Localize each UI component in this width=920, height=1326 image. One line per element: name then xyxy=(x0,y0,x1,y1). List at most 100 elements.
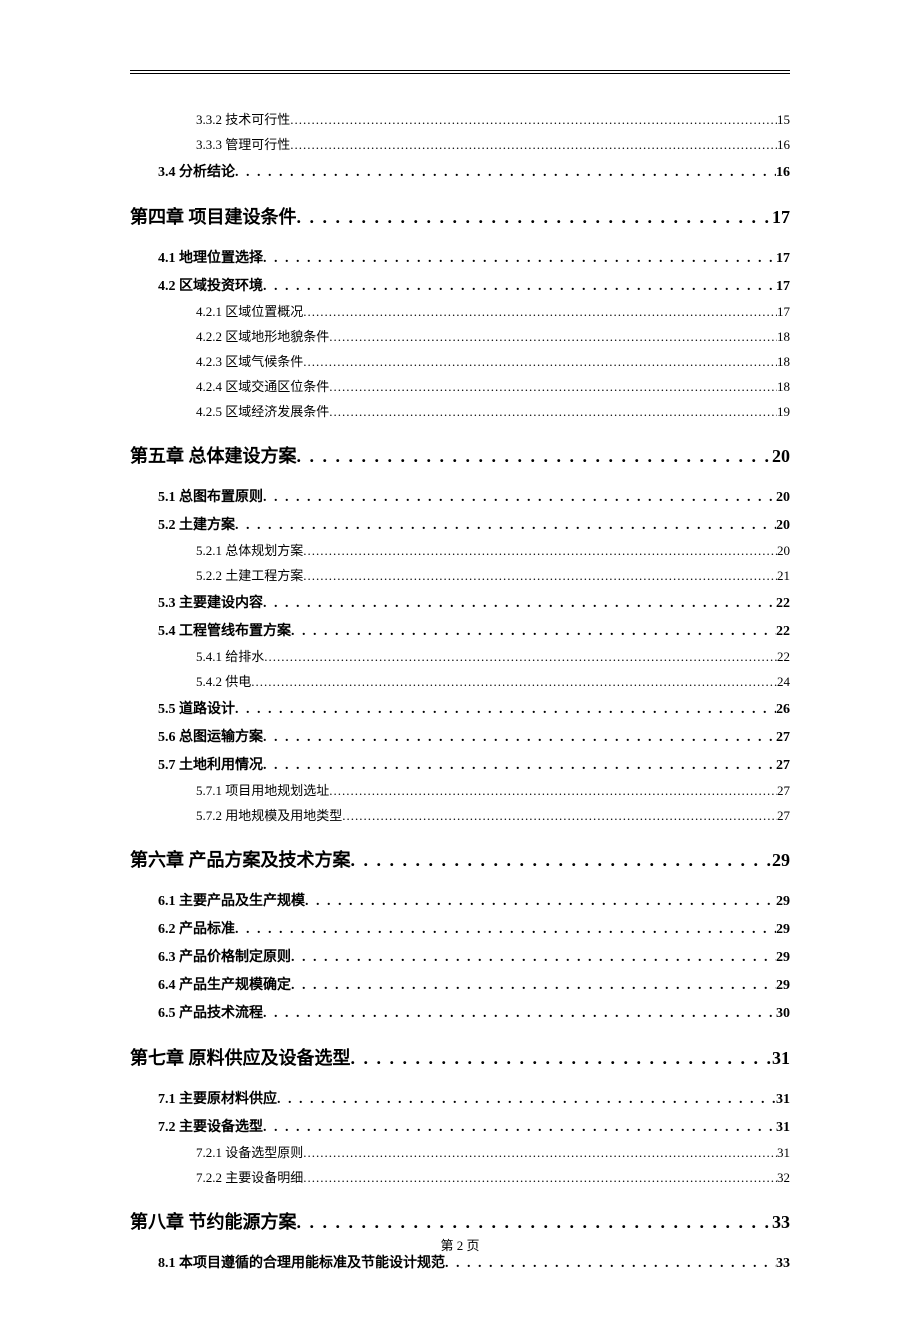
toc-entry-label: 4.1 地理位置选择 xyxy=(158,247,263,267)
toc-entry-label: 4.2.2 区域地形地貌条件 xyxy=(196,326,329,345)
toc-leader-dots: . . . . . . . . . . . . . . . . . . . . … xyxy=(351,850,773,871)
toc-entry-label: 3.4 分析结论 xyxy=(158,161,235,181)
toc-entry-label: 7.1 主要原材料供应 xyxy=(158,1088,277,1108)
toc-entry-label: 第五章 总体建设方案 xyxy=(130,442,297,468)
toc-entry: 4.2.2 区域地形地貌条件..........................… xyxy=(130,326,790,345)
toc-entry: 7.2.2 主要设备明细............................… xyxy=(130,1167,790,1186)
toc-entry-label: 5.7.1 项目用地规划选址 xyxy=(196,780,329,799)
toc-leader-dots: . . . . . . . . . . . . . . . . . . . . … xyxy=(263,1006,776,1022)
toc-entry-page: 29 xyxy=(776,978,790,994)
toc-entry-page: 17 xyxy=(776,279,790,295)
toc-entry-label: 4.2.5 区域经济发展条件 xyxy=(196,401,329,420)
toc-entry-page: 31 xyxy=(776,1120,790,1136)
toc-leader-dots: ........................................… xyxy=(303,543,777,559)
toc-entry-page: 16 xyxy=(776,165,790,181)
toc-entry-label: 5.2 土建方案 xyxy=(158,514,235,534)
toc-entry-page: 29 xyxy=(776,894,790,910)
toc-entry-page: 24 xyxy=(777,674,790,690)
toc-entry-page: 17 xyxy=(777,304,790,320)
toc-entry: 5.7 土地利用情况. . . . . . . . . . . . . . . … xyxy=(130,754,790,774)
toc-entry-label: 5.1 总图布置原则 xyxy=(158,486,263,506)
toc-entry: 5.5 道路设计. . . . . . . . . . . . . . . . … xyxy=(130,698,790,718)
toc-leader-dots: . . . . . . . . . . . . . . . . . . . . … xyxy=(297,446,773,467)
toc-entry: 4.2 区域投资环境. . . . . . . . . . . . . . . … xyxy=(130,275,790,295)
toc-entry-page: 20 xyxy=(777,543,790,559)
toc-entry-page: 18 xyxy=(777,329,790,345)
toc-entry-page: 27 xyxy=(777,808,790,824)
toc-entry-page: 22 xyxy=(776,596,790,612)
toc-leader-dots: . . . . . . . . . . . . . . . . . . . . … xyxy=(235,922,776,938)
toc-entry-page: 31 xyxy=(776,1092,790,1108)
toc-entry: 5.6 总图运输方案. . . . . . . . . . . . . . . … xyxy=(130,726,790,746)
toc-entry-label: 6.1 主要产品及生产规模 xyxy=(158,890,305,910)
toc-entry-label: 5.6 总图运输方案 xyxy=(158,726,263,746)
toc-entry-page: 26 xyxy=(776,702,790,718)
toc-leader-dots: ........................................… xyxy=(303,354,777,370)
toc-entry-page: 19 xyxy=(777,404,790,420)
toc-leader-dots: ........................................… xyxy=(290,137,777,153)
toc-entry-label: 6.4 产品生产规模确定 xyxy=(158,974,291,994)
toc-entry: 3.3.3 管理可行性.............................… xyxy=(130,134,790,153)
toc-entry: 5.2 土建方案. . . . . . . . . . . . . . . . … xyxy=(130,514,790,534)
toc-entry-label: 5.4 工程管线布置方案 xyxy=(158,620,291,640)
toc-entry: 第八章 节约能源方案. . . . . . . . . . . . . . . … xyxy=(130,1208,790,1234)
toc-entry-page: 33 xyxy=(772,1212,790,1233)
toc-leader-dots: . . . . . . . . . . . . . . . . . . . . … xyxy=(297,1212,773,1233)
toc-entry: 4.2.4 区域交通区位条件..........................… xyxy=(130,376,790,395)
toc-leader-dots: . . . . . . . . . . . . . . . . . . . . … xyxy=(263,1120,776,1136)
toc-leader-dots: . . . . . . . . . . . . . . . . . . . . … xyxy=(297,207,773,228)
toc-leader-dots: . . . . . . . . . . . . . . . . . . . . … xyxy=(235,518,776,534)
toc-entry-page: 16 xyxy=(777,137,790,153)
toc-entry-label: 6.3 产品价格制定原则 xyxy=(158,946,291,966)
toc-entry-page: 33 xyxy=(776,1256,790,1272)
toc-leader-dots: ........................................… xyxy=(303,1170,777,1186)
toc-entry: 8.1 本项目遵循的合理用能标准及节能设计规范. . . . . . . . .… xyxy=(130,1252,790,1272)
toc-entry-page: 29 xyxy=(776,922,790,938)
toc-entry-label: 3.3.3 管理可行性 xyxy=(196,134,290,153)
toc-entry-label: 第四章 项目建设条件 xyxy=(130,203,297,229)
toc-entry-page: 22 xyxy=(777,649,790,665)
toc-entry: 6.3 产品价格制定原则. . . . . . . . . . . . . . … xyxy=(130,946,790,966)
toc-entry-label: 5.2.2 土建工程方案 xyxy=(196,565,303,584)
toc-entry: 第六章 产品方案及技术方案. . . . . . . . . . . . . .… xyxy=(130,846,790,872)
toc-entry: 5.4.1 给排水...............................… xyxy=(130,646,790,665)
toc-entry: 3.4 分析结论. . . . . . . . . . . . . . . . … xyxy=(130,161,790,181)
toc-leader-dots: . . . . . . . . . . . . . . . . . . . . … xyxy=(263,730,776,746)
toc-entry-page: 27 xyxy=(777,783,790,799)
toc-entry-page: 21 xyxy=(777,568,790,584)
toc-entry: 5.2.2 土建工程方案............................… xyxy=(130,565,790,584)
toc-entry-page: 32 xyxy=(777,1170,790,1186)
table-of-contents: 3.3.2 技术可行性.............................… xyxy=(130,109,790,1272)
toc-entry: 4.2.1 区域位置概况............................… xyxy=(130,301,790,320)
toc-leader-dots: ........................................… xyxy=(329,404,777,420)
toc-leader-dots: ........................................… xyxy=(264,649,777,665)
toc-entry: 7.2 主要设备选型. . . . . . . . . . . . . . . … xyxy=(130,1116,790,1136)
toc-entry-label: 7.2.2 主要设备明细 xyxy=(196,1167,303,1186)
toc-leader-dots: ........................................… xyxy=(251,674,777,690)
toc-entry: 5.3 主要建设内容. . . . . . . . . . . . . . . … xyxy=(130,592,790,612)
toc-entry: 7.1 主要原材料供应. . . . . . . . . . . . . . .… xyxy=(130,1088,790,1108)
toc-leader-dots: . . . . . . . . . . . . . . . . . . . . … xyxy=(235,702,776,718)
toc-entry: 5.4 工程管线布置方案. . . . . . . . . . . . . . … xyxy=(130,620,790,640)
toc-entry-page: 17 xyxy=(772,207,790,228)
toc-entry-label: 8.1 本项目遵循的合理用能标准及节能设计规范 xyxy=(158,1252,445,1272)
toc-entry-page: 20 xyxy=(776,490,790,506)
toc-entry-label: 7.2 主要设备选型 xyxy=(158,1116,263,1136)
toc-entry-page: 31 xyxy=(777,1145,790,1161)
toc-entry: 7.2.1 设备选型原则............................… xyxy=(130,1142,790,1161)
toc-leader-dots: . . . . . . . . . . . . . . . . . . . . … xyxy=(305,894,776,910)
toc-entry-page: 22 xyxy=(776,624,790,640)
toc-entry-label: 5.4.2 供电 xyxy=(196,671,251,690)
toc-entry-label: 4.2.3 区域气候条件 xyxy=(196,351,303,370)
toc-entry-page: 18 xyxy=(777,379,790,395)
toc-entry-label: 5.7 土地利用情况 xyxy=(158,754,263,774)
toc-entry: 第五章 总体建设方案. . . . . . . . . . . . . . . … xyxy=(130,442,790,468)
toc-leader-dots: . . . . . . . . . . . . . . . . . . . . … xyxy=(263,279,776,295)
toc-entry-label: 第七章 原料供应及设备选型 xyxy=(130,1044,351,1070)
toc-entry-page: 15 xyxy=(777,112,790,128)
toc-entry-page: 29 xyxy=(772,850,790,871)
page-footer: 第 2 页 xyxy=(0,1235,920,1254)
toc-entry-page: 20 xyxy=(772,446,790,467)
toc-entry-label: 5.5 道路设计 xyxy=(158,698,235,718)
toc-entry: 5.7.2 用地规模及用地类型.........................… xyxy=(130,805,790,824)
